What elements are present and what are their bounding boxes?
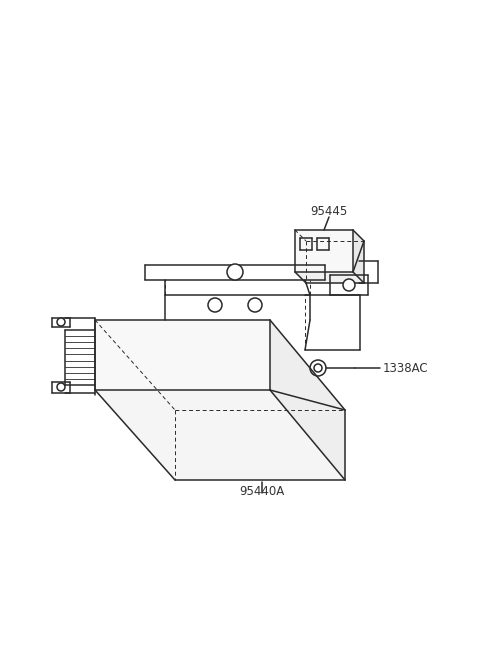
Circle shape bbox=[57, 383, 65, 391]
Circle shape bbox=[208, 298, 222, 312]
Circle shape bbox=[57, 318, 65, 326]
Polygon shape bbox=[295, 272, 364, 283]
Circle shape bbox=[248, 298, 262, 312]
Text: 95440A: 95440A bbox=[240, 485, 285, 498]
Polygon shape bbox=[95, 320, 270, 390]
Text: 95445: 95445 bbox=[311, 205, 348, 218]
Polygon shape bbox=[270, 320, 345, 480]
Circle shape bbox=[227, 264, 243, 280]
Polygon shape bbox=[295, 230, 353, 272]
Polygon shape bbox=[353, 230, 364, 283]
Polygon shape bbox=[95, 390, 345, 480]
Circle shape bbox=[343, 279, 355, 291]
Text: 1338AC: 1338AC bbox=[383, 361, 429, 374]
